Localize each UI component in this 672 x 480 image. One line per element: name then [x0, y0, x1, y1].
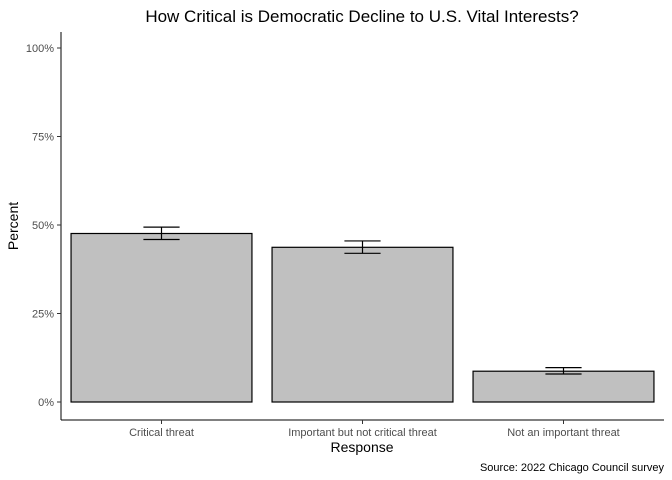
error-bar	[545, 367, 582, 375]
x-tick-label: Important but not critical threat	[288, 427, 437, 439]
source-caption: Source: 2022 Chicago Council survey	[480, 462, 665, 474]
y-tick-label: 50%	[32, 220, 54, 232]
x-axis-title: Response	[330, 439, 393, 455]
x-tick-label: Not an important threat	[507, 427, 620, 439]
bar	[472, 370, 655, 403]
bars-group	[70, 232, 655, 403]
y-tick-label: 0%	[38, 397, 54, 409]
x-tick-label: Critical threat	[129, 427, 194, 439]
error-bars-group	[143, 226, 582, 375]
y-tick-label: 75%	[32, 132, 54, 144]
chart-title: How Critical is Democratic Decline to U.…	[145, 7, 578, 26]
error-bar	[344, 240, 381, 254]
y-axis-title: Percent	[5, 202, 21, 250]
bar	[271, 246, 454, 403]
y-ticks-group: 0% 25% 50% 75% 100%	[26, 43, 61, 409]
x-ticks-group: Critical threat Important but not critica…	[129, 420, 620, 439]
bar	[70, 232, 253, 403]
y-tick-label: 100%	[26, 43, 54, 55]
y-tick-label: 25%	[32, 309, 54, 321]
error-bar	[143, 226, 180, 241]
